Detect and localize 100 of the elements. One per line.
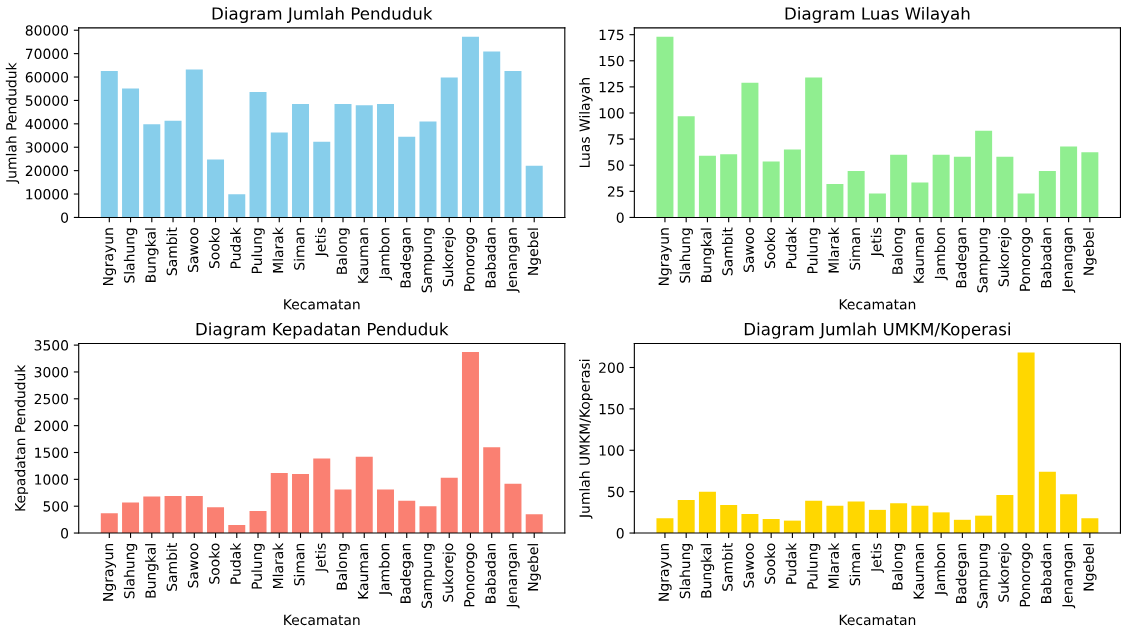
y-axis-title: Jumlah UMKM/Koperasi — [579, 359, 593, 519]
bar — [334, 103, 352, 218]
x-tick-label: Jambon — [934, 543, 948, 596]
x-tick-label: Sambit — [721, 227, 733, 276]
bar — [334, 489, 352, 534]
x-tick-label: Sooko — [764, 543, 776, 584]
y-tick-label: 50000 — [25, 95, 69, 106]
bar — [805, 77, 823, 218]
x-tick-label: Slahung — [679, 544, 693, 599]
y-tick-label: 60000 — [25, 72, 69, 83]
bar — [292, 473, 310, 534]
bar — [741, 514, 759, 534]
x-tick-label: Jetis — [315, 543, 329, 573]
y-tick-label: 40000 — [25, 118, 69, 130]
bar — [313, 141, 331, 218]
y-tick-label: 75 — [608, 134, 624, 145]
x-tick-label: Ngebel — [1083, 544, 1097, 591]
y-tick-label: 80000 — [25, 25, 69, 36]
bar — [762, 518, 780, 534]
x-tick-label: Siman — [293, 543, 305, 586]
chart-title: Diagram Jumlah UMKM/Koperasi — [744, 322, 1010, 339]
bar — [1060, 494, 1078, 534]
x-tick-label: Ponorogo — [464, 227, 478, 291]
bar — [355, 456, 373, 534]
x-tick-label: Sampung — [977, 228, 991, 293]
bar — [953, 156, 971, 218]
bar — [313, 458, 331, 534]
x-tick-label: Sukorejo — [442, 543, 456, 602]
x-tick-label: Jetis — [870, 543, 885, 573]
bar — [720, 504, 738, 534]
x-tick-label: Sampung — [421, 228, 435, 293]
bar — [143, 496, 161, 534]
x-tick-label: Ngrayun — [103, 228, 117, 286]
bar — [1081, 518, 1099, 534]
bar — [185, 495, 203, 534]
y-axis-title: Kepadatan Penduduk — [14, 364, 29, 511]
x-tick-label: Jenangan — [1062, 543, 1076, 609]
x-tick-label: Sooko — [764, 227, 776, 269]
bar — [398, 136, 416, 218]
bar — [996, 156, 1014, 218]
x-tick-label: Balong — [891, 228, 906, 274]
x-tick-label: Slahung — [123, 544, 138, 599]
x-tick-label: Bungkal — [700, 544, 715, 598]
x-tick-label: Jambon — [378, 543, 393, 596]
y-tick-label: 50 — [608, 160, 624, 171]
x-tick-label: Ponorogo — [464, 543, 478, 607]
x-tick-label: Pudak — [230, 227, 241, 269]
x-tick-label: Sukorejo — [998, 543, 1012, 602]
bar — [419, 506, 437, 534]
bar — [698, 491, 716, 534]
x-tick-label: Pulung — [806, 228, 821, 273]
x-tick-label: Bungkal — [700, 228, 715, 282]
x-tick-label: Babadan — [485, 543, 496, 603]
bar — [826, 505, 844, 534]
x-tick-label: Ngrayun — [658, 543, 672, 601]
y-tick-label: 30000 — [25, 142, 69, 153]
x-tick-label: Jenangan — [506, 228, 520, 293]
chart-title: Diagram Luas Wilayah — [785, 6, 970, 24]
x-tick-label: Kauman — [913, 228, 924, 283]
y-tick-label: 0 — [61, 528, 69, 539]
x-tick-label: Sampung — [421, 544, 435, 608]
y-tick-label: 2500 — [34, 393, 69, 405]
x-tick-label: Balong — [336, 228, 350, 274]
bar — [377, 489, 394, 534]
x-tick-label: Kauman — [357, 543, 369, 599]
y-tick-label: 150 — [599, 55, 624, 67]
y-axis-title: Luas Wilayah — [579, 78, 593, 168]
x-tick-label: Ponorogo — [1019, 543, 1033, 607]
y-tick-label: 150 — [599, 403, 624, 415]
y-tick-label: 500 — [43, 501, 69, 512]
x-tick-label: Pulung — [806, 544, 821, 589]
y-tick-label: 100 — [599, 445, 624, 456]
bar — [207, 507, 225, 534]
y-tick-label: 50 — [608, 486, 624, 498]
x-tick-label: Siman — [293, 228, 305, 270]
x-tick-label: Sambit — [166, 227, 178, 276]
x-axis-title: Kecamatan — [284, 299, 360, 310]
y-tick-label: 1500 — [35, 447, 69, 458]
x-tick-label: Sambit — [166, 543, 178, 591]
x-tick-label: Mlarak — [272, 542, 284, 589]
bar — [207, 159, 225, 218]
x-tick-label: Sawoo — [743, 543, 754, 588]
bar — [1038, 170, 1056, 218]
bar — [122, 88, 140, 218]
bar — [677, 116, 695, 218]
x-tick-label: Siman — [849, 228, 861, 270]
bar — [164, 495, 182, 534]
bar — [377, 103, 394, 218]
bar — [483, 447, 501, 534]
y-tick-label: 25 — [607, 186, 624, 197]
x-tick-label: Ponorogo — [1019, 227, 1033, 291]
x-tick-label: Jetis — [870, 227, 885, 258]
x-tick-label: Ngrayun — [658, 228, 672, 286]
x-tick-label: Slahung — [123, 228, 138, 283]
bar — [525, 514, 543, 534]
bar — [932, 154, 950, 218]
x-axis-title: Kecamatan — [839, 299, 916, 310]
x-tick-label: Badegan — [400, 228, 414, 288]
bar — [292, 103, 310, 218]
x-tick-label: Mlarak — [828, 542, 839, 589]
